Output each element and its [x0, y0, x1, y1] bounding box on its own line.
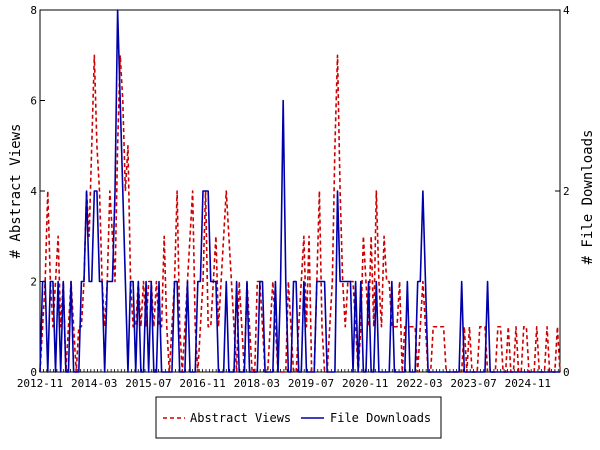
- y-left-tick-label: 0: [30, 366, 37, 379]
- series-layer: [39, 9, 561, 373]
- x-tick-label: 2012-11: [17, 377, 63, 390]
- legend: Abstract Views File Downloads: [155, 396, 442, 439]
- y-left-ticks: 0 2 4 6 8: [30, 4, 45, 379]
- x-tick-label: 2018-03: [234, 377, 280, 390]
- y-left-tick-label: 2: [30, 276, 37, 289]
- y-right-tick-label: 4: [563, 4, 570, 17]
- x-tick-label: 2023-07: [450, 377, 496, 390]
- legend-label-abstract-views: Abstract Views: [190, 411, 291, 425]
- y-right-ticks: 0 2 4: [555, 4, 570, 379]
- x-tick-label: 2016-11: [179, 377, 225, 390]
- x-tick-label: 2024-11: [505, 377, 551, 390]
- x-tick-label: 2020-11: [342, 377, 388, 390]
- y-right-tick-label: 0: [563, 366, 570, 379]
- x-tick-labels: 2012-11 2014-03 2015-07 2016-11 2018-03 2019-…: [17, 377, 551, 390]
- x-tick-label: 2019-07: [288, 377, 334, 390]
- y-left-tick-label: 8: [30, 4, 37, 17]
- series-line-abstract-views: [39, 54, 561, 373]
- x-tick-label: 2022-03: [396, 377, 442, 390]
- plot-frame: [39, 9, 561, 373]
- y-left-tick-label: 6: [30, 95, 37, 108]
- y-left-tick-label: 4: [30, 185, 37, 198]
- y-left-axis-title: # Abstract Views: [8, 124, 24, 259]
- x-tick-label: 2014-03: [71, 377, 117, 390]
- x-tick-label: 2015-07: [125, 377, 171, 390]
- y-right-tick-label: 2: [563, 185, 570, 198]
- legend-label-file-downloads: File Downloads: [330, 411, 431, 425]
- legend-box: [155, 396, 442, 439]
- series-line-file-downloads: [39, 9, 560, 373]
- y-right-axis-title: # File Downloads: [580, 130, 596, 265]
